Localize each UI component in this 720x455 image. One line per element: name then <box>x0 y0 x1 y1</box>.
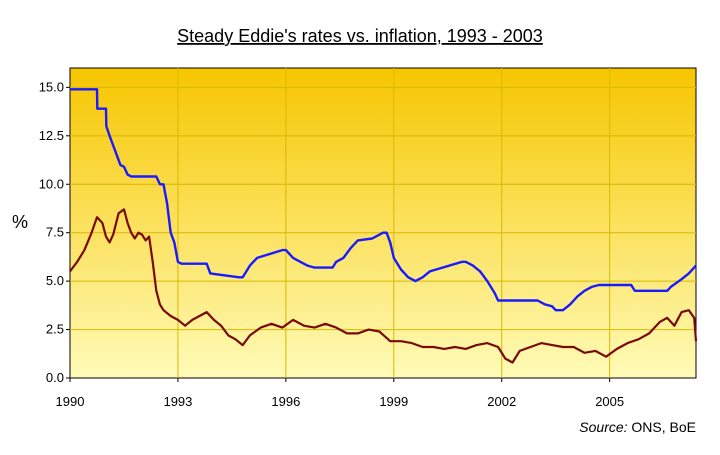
y-tick-label: 5.0 <box>46 273 64 288</box>
y-axis-ticks: 0.0 2.5 5.0 7.5 10.0 12.5 15.0 <box>39 79 70 385</box>
source-prefix: Source: <box>579 419 627 435</box>
plot-area <box>69 67 697 379</box>
y-tick-label: 0.0 <box>46 370 64 385</box>
x-tick-label: 1996 <box>271 394 300 409</box>
x-tick-label: 2002 <box>487 394 516 409</box>
source-names: ONS, BoE <box>628 419 696 435</box>
x-tick-label: 2005 <box>595 394 624 409</box>
y-tick-label: 12.5 <box>39 128 64 143</box>
y-axis-label: % <box>12 212 28 232</box>
rates-line <box>70 88 697 312</box>
y-tick-label: 15.0 <box>39 79 64 94</box>
y-tick-label: 2.5 <box>46 322 64 337</box>
x-axis-ticks: 1990 1993 1996 1999 2002 2005 <box>56 378 624 409</box>
source-note: Source: ONS, BoE <box>579 419 696 435</box>
gridlines <box>70 68 696 378</box>
chart-title: Steady Eddie's rates vs. inflation, 1993… <box>177 26 543 46</box>
x-tick-label: 1990 <box>56 394 85 409</box>
y-tick-label: 10.0 <box>39 176 64 191</box>
data-series <box>69 88 698 364</box>
y-tick-label: 7.5 <box>46 225 64 240</box>
x-tick-label: 1999 <box>379 394 408 409</box>
inflation-line <box>69 208 698 364</box>
x-tick-label: 1993 <box>163 394 192 409</box>
